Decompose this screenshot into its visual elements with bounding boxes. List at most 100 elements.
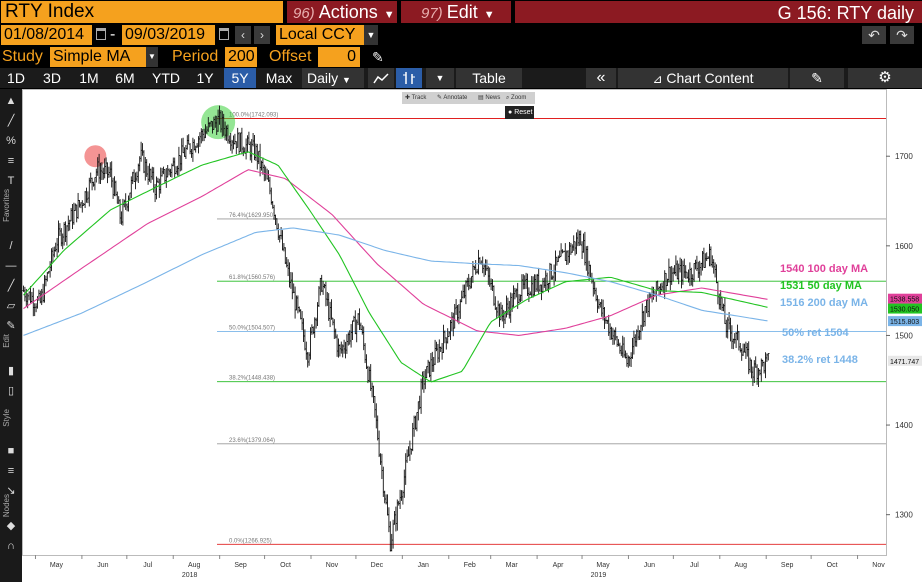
retracement-annotation: 38.2% ret 1448 <box>782 354 858 366</box>
text-tool-icon[interactable]: T <box>7 175 15 187</box>
x-tick-label: Mar <box>506 562 519 569</box>
price-chart[interactable]: 1300 1400 1500 1600 1700 May Jun Jul Aug Sep Oct No… <box>22 89 922 582</box>
price-tag <box>888 316 922 327</box>
currency-value: Local CCY <box>279 26 356 43</box>
diag-tool-icon[interactable]: ╱ <box>7 280 15 292</box>
x-tick-label: May <box>50 562 64 569</box>
period-1y[interactable]: 1Y <box>196 70 214 86</box>
prev-arrow-icon[interactable]: ‹ <box>235 26 251 44</box>
offset-field[interactable]: 0 <box>318 47 360 67</box>
period-field[interactable]: 200 <box>225 47 257 67</box>
period-6m[interactable]: 6M <box>115 70 135 86</box>
y-tick-label: 1600 <box>895 242 913 251</box>
undo-icon[interactable]: ↶ <box>862 26 886 44</box>
annotate-button[interactable]: ✎ Annotate <box>437 95 468 101</box>
chevron-down-icon: ▼ <box>364 25 378 45</box>
chart-content-icon: ⊿ <box>652 72 663 86</box>
chart-content-label: Chart Content <box>666 70 754 86</box>
price-tag-label: 1471.747 <box>890 359 919 366</box>
nodes-label: Nodes <box>2 494 11 518</box>
fib-level-label: 61.8%(1560.576) <box>229 275 275 281</box>
line-tool-icon[interactable]: ╱ <box>7 115 15 127</box>
channel-tool-icon[interactable]: ▱ <box>6 300 16 312</box>
hline-tool-icon[interactable]: — <box>5 260 17 272</box>
period-1d[interactable]: 1D <box>7 70 25 86</box>
redo-icon[interactable]: ↷ <box>890 26 914 44</box>
actions-menu[interactable]: 96) Actions ▼ <box>287 1 397 23</box>
brush-tool-icon[interactable]: / <box>9 240 13 252</box>
calendar-icon[interactable] <box>96 28 106 40</box>
fib-level-label: 50.0%(1504.507) <box>229 325 275 331</box>
x-tick-label: Sep <box>781 562 794 569</box>
period-ytd[interactable]: YTD <box>152 70 180 86</box>
zoom-label: Zoom <box>511 95 527 101</box>
frequency-select[interactable]: Daily ▼ <box>302 68 364 88</box>
color-swatch-icon[interactable]: ■ <box>7 445 15 457</box>
annotate-label: Annotate <box>443 95 468 101</box>
period-3d[interactable]: 3D <box>43 70 61 86</box>
zoom-button[interactable]: ⌕ Zoom <box>506 95 527 101</box>
chart-type-dropdown-icon[interactable]: ▼ <box>426 68 454 88</box>
retracement-annotation: 50% ret 1504 <box>782 327 850 339</box>
year-label: 2018 <box>182 572 198 579</box>
percent-tool-icon[interactable]: % <box>6 135 16 147</box>
price-tag-label: 1538.558 <box>890 297 919 304</box>
frequency-value: Daily <box>307 70 339 86</box>
pen-icon[interactable]: ✎ <box>372 49 384 65</box>
moving-average-label: 1516 200 day MA <box>780 297 868 309</box>
year-label: 2019 <box>591 572 607 579</box>
ohlc-glyph <box>403 72 415 84</box>
end-date-field[interactable]: 09/03/2019 <box>122 25 215 45</box>
chart-content-button[interactable]: ⊿ Chart Content <box>618 68 788 88</box>
trash-icon[interactable]: ▮ <box>7 365 15 377</box>
news-button[interactable]: ▤ News <box>478 95 501 101</box>
track-button[interactable]: ✚ Track <box>405 95 427 101</box>
arrow-style-icon[interactable]: ↘ <box>6 485 16 497</box>
ticker-field[interactable]: RTY Index <box>1 1 283 23</box>
next-arrow-icon[interactable]: › <box>254 26 270 44</box>
period-1m[interactable]: 1M <box>79 70 99 86</box>
start-date-field[interactable]: 01/08/2014 <box>1 25 92 45</box>
x-tick-label: Aug <box>735 562 748 569</box>
x-tick-label: Jul <box>143 562 152 569</box>
chevron-down-icon[interactable]: ▼ <box>146 47 158 67</box>
plot-frame <box>22 89 887 556</box>
fib-tool-icon[interactable]: ≡ <box>7 155 15 167</box>
fib-level-label: 38.2%(1448.438) <box>229 376 275 382</box>
line-style-icon[interactable]: ≡ <box>7 465 15 477</box>
magnet-icon[interactable]: ∩ <box>7 540 15 552</box>
study-label: Study <box>2 48 43 65</box>
date-range-bar: 01/08/2014 - 09/03/2019 ‹ › Local CCY ▼ ↶… <box>0 24 922 46</box>
x-tick-label: Sep <box>234 562 247 569</box>
pointer-icon[interactable]: ▲ <box>5 95 17 107</box>
moving-average-line <box>23 227 768 336</box>
table-button[interactable]: Table <box>456 68 522 88</box>
reset-button[interactable]: ● Reset <box>505 106 534 119</box>
price-tag-label: 1530.050 <box>890 307 919 314</box>
gear-icon[interactable]: ⚙ <box>848 68 922 88</box>
red-highlight-circle <box>84 145 107 168</box>
collapse-double-arrow-icon[interactable]: « <box>586 68 616 88</box>
node-tool-icon[interactable]: ◆ <box>6 520 16 532</box>
chart-area[interactable]: 1300 1400 1500 1600 1700 May Jun Jul Aug Sep Oct No… <box>22 89 922 582</box>
draw-tool-icon[interactable]: ✎ <box>6 320 16 332</box>
edit-chart-icon[interactable]: ✎ <box>790 68 844 88</box>
eraser-icon[interactable]: ▯ <box>7 385 15 397</box>
period-5y[interactable]: 5Y <box>224 68 256 88</box>
fib-level-label: 0.0%(1266.925) <box>229 538 272 544</box>
calendar-icon[interactable] <box>219 28 229 40</box>
edit-menu[interactable]: 97) Edit ▼ <box>401 1 511 23</box>
currency-select[interactable]: Local CCY ▼ <box>276 25 378 45</box>
study-select[interactable]: Simple MA <box>50 47 146 67</box>
moving-average-line <box>23 151 768 383</box>
y-tick-label: 1400 <box>895 421 913 430</box>
bar-chart-icon[interactable] <box>396 68 422 88</box>
actions-number: 96) <box>293 5 315 22</box>
price-tag-label: 1515.803 <box>890 319 919 326</box>
edit-label: Edit <box>446 2 478 22</box>
date-separator: - <box>110 26 116 43</box>
period-max[interactable]: Max <box>265 70 293 86</box>
title-bar-fill: G 156: RTY daily <box>515 1 922 23</box>
line-chart-icon[interactable] <box>368 68 394 88</box>
floating-chart-toolbar: ✚ Track ✎ Annotate ▤ News ⌕ Zoom <box>402 92 535 104</box>
